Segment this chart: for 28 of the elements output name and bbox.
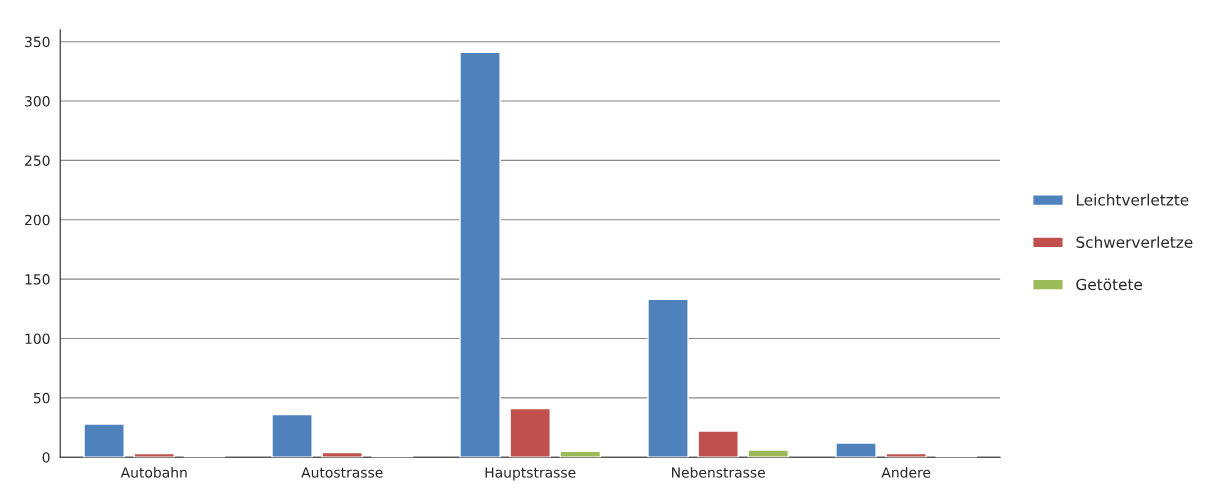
bar	[697, 430, 739, 458]
y-tick-label: 200	[25, 214, 50, 226]
legend-label: Getötete	[1076, 278, 1143, 291]
y-tick-label: 250	[25, 155, 50, 166]
bar	[459, 51, 501, 458]
y-tick-label: 50	[33, 392, 50, 404]
bar	[83, 423, 125, 458]
y-tick-label: 350	[25, 36, 50, 48]
bar	[321, 451, 363, 458]
bar	[133, 452, 175, 458]
bar	[835, 442, 877, 458]
bar	[885, 452, 927, 458]
x-tick-label: Autostrasse	[301, 467, 383, 478]
y-tick-label: 0	[42, 452, 50, 463]
y-tick-label: 300	[25, 96, 50, 107]
bar	[271, 413, 313, 458]
legend-label: Leichtverletzte	[1076, 193, 1189, 206]
y-tick-label: 150	[25, 274, 50, 285]
x-tick-label: Autobahn	[120, 466, 187, 478]
y-tick-label: 100	[25, 333, 50, 344]
bar	[647, 298, 689, 458]
bar	[559, 450, 602, 458]
x-tick-label: Nebenstrasse	[672, 466, 765, 478]
bar	[747, 449, 790, 458]
bar	[509, 407, 551, 458]
legend-label: Schwerverletze	[1076, 236, 1193, 248]
x-tick-label: Hauptstrasse	[485, 467, 576, 481]
x-tick-label: Andere	[881, 466, 931, 478]
